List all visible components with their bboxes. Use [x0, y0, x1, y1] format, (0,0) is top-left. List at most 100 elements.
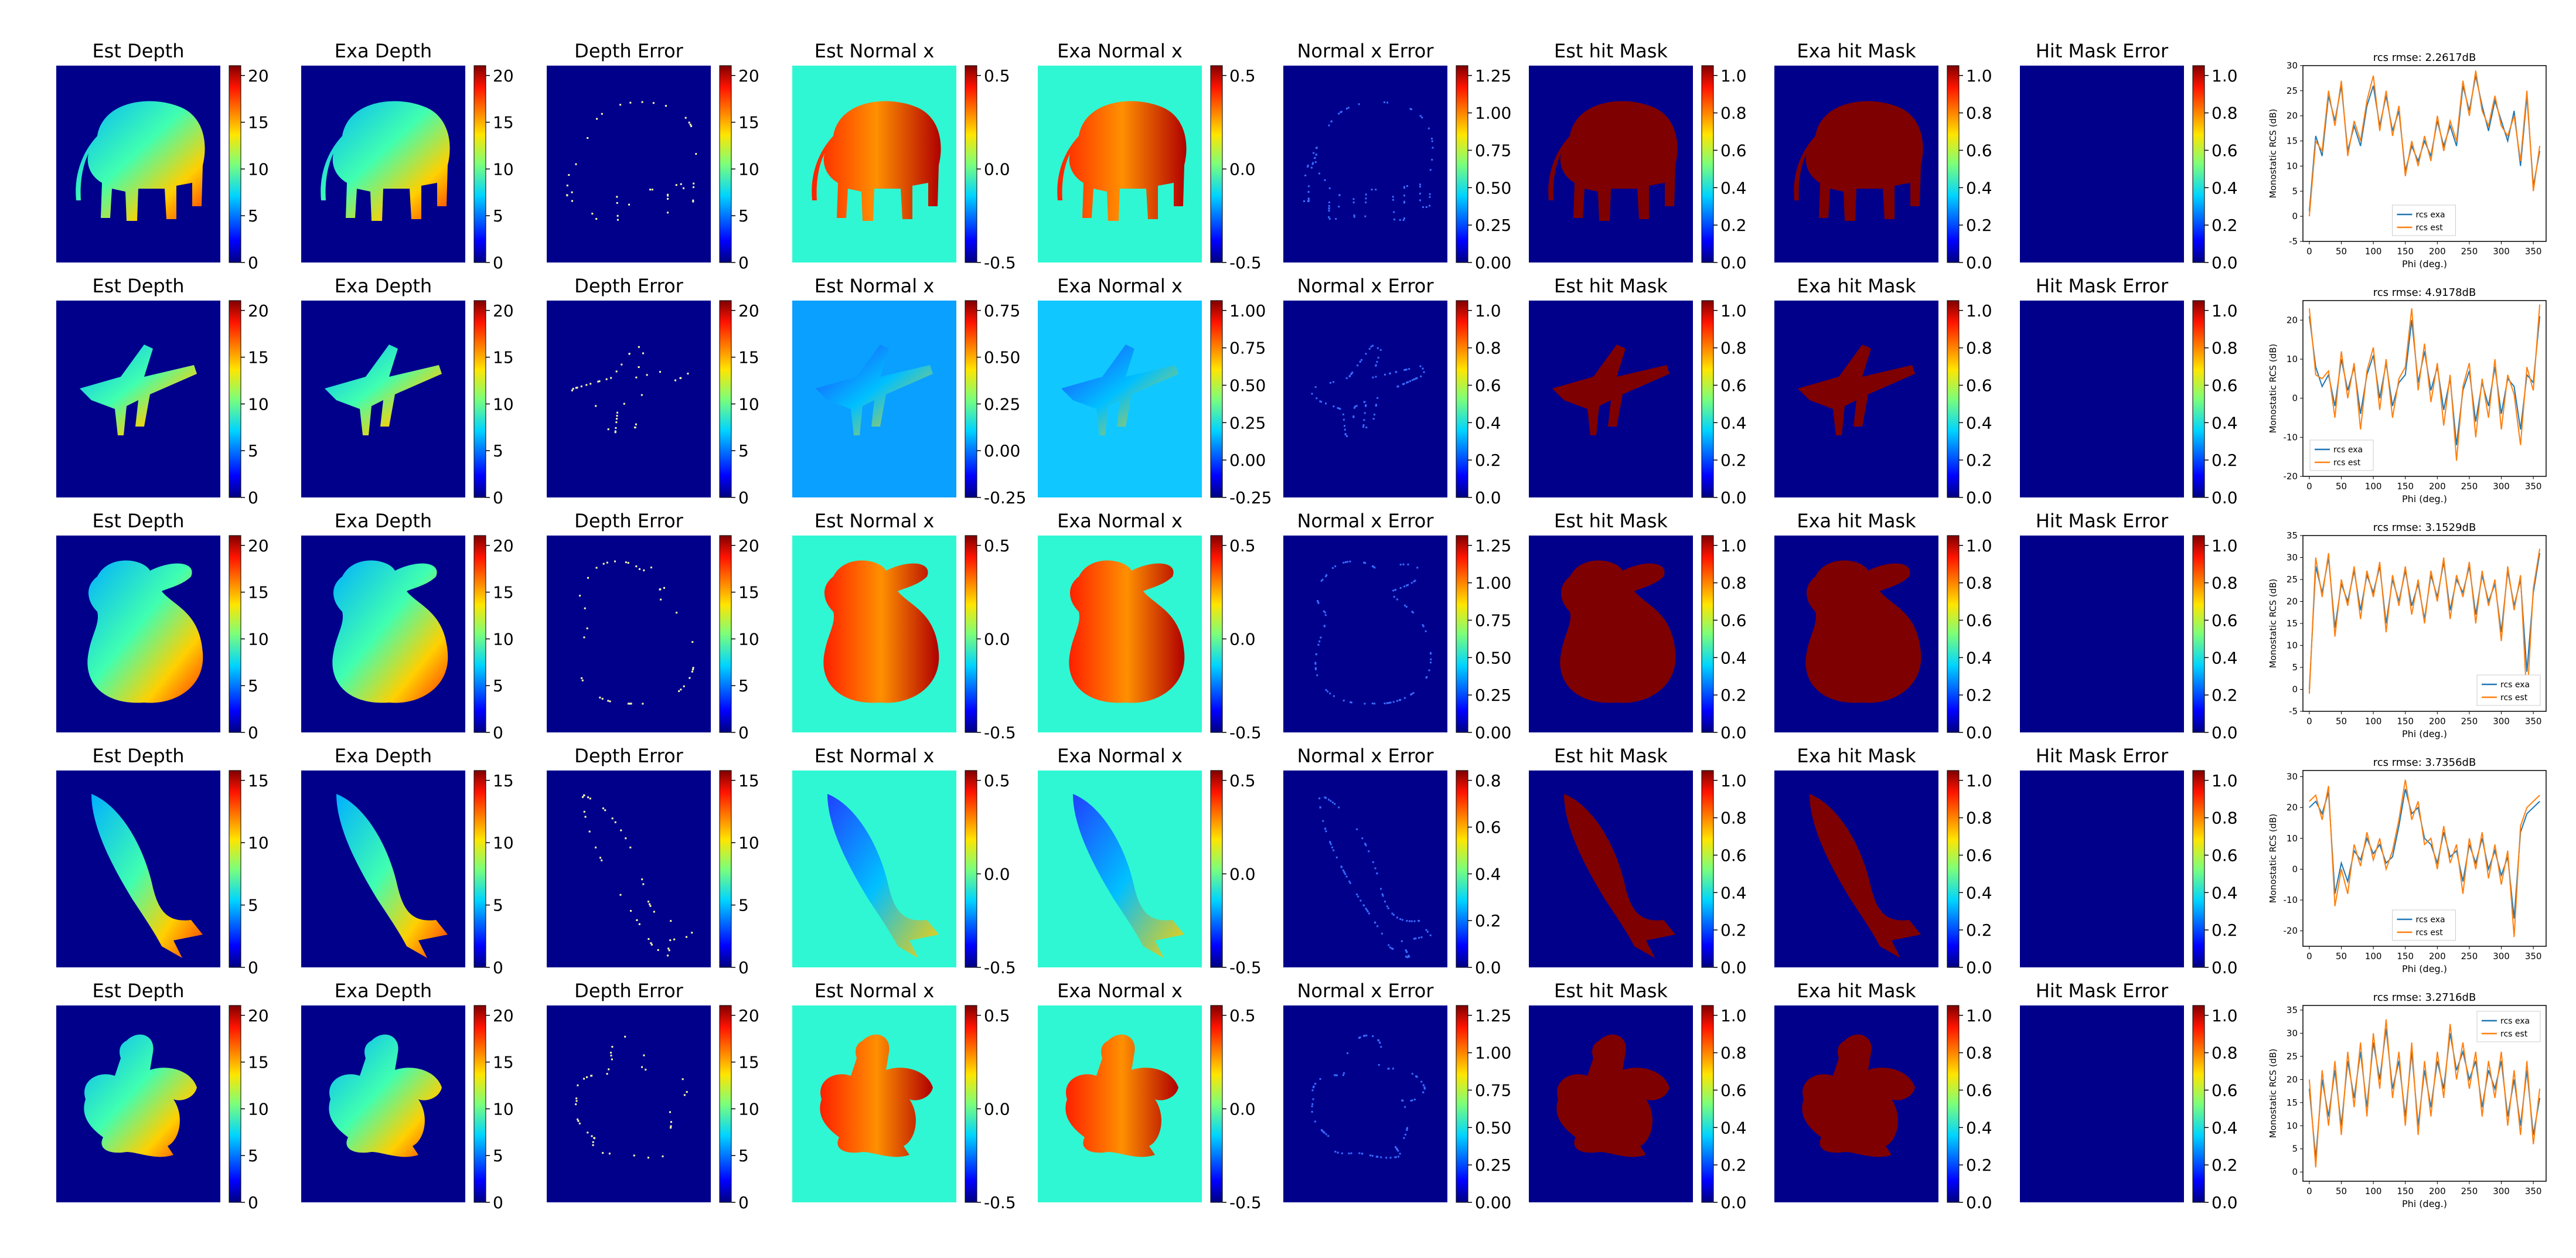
error-pixel — [1395, 1146, 1397, 1148]
error-pixel — [692, 667, 694, 669]
error-pixel — [1396, 598, 1398, 601]
colorbar-tick-label: 0.4 — [1720, 648, 1747, 667]
error-pixel — [635, 376, 638, 379]
y-tick-label: 0 — [2292, 864, 2298, 874]
colorbar — [719, 1005, 732, 1203]
error-pixel — [616, 415, 618, 417]
error-pixel — [1402, 563, 1405, 565]
error-pixel — [1375, 376, 1377, 378]
error-pixel — [1356, 828, 1358, 830]
error-pixel — [619, 104, 622, 106]
panel-0: Est Depth 0 5 10 15 20 — [56, 275, 269, 507]
colorbar-tick-label: 0.8 — [1720, 1044, 1747, 1063]
error-pixel — [585, 384, 588, 386]
y-tick-label: 20 — [2287, 1074, 2298, 1085]
y-tick-label: 10 — [2287, 1120, 2298, 1131]
error-pixel — [1365, 1034, 1368, 1037]
colorbar-tick-label: 1.0 — [1475, 301, 1501, 321]
error-pixel — [1370, 346, 1372, 348]
colorbar-tick-label: 0.75 — [1229, 339, 1266, 358]
error-pixel — [1307, 185, 1310, 187]
colorbar-tick-label: 0 — [493, 1193, 503, 1212]
error-pixel — [608, 1068, 610, 1071]
colorbar-tick-label: 5 — [738, 896, 749, 915]
error-pixel — [1413, 920, 1416, 922]
error-pixel — [1328, 218, 1331, 220]
panel-8: Hit Mask Error 0.0 0.2 0.4 0.6 0.8 1.0 — [2020, 980, 2238, 1212]
error-pixel — [608, 1153, 611, 1155]
error-pixel — [629, 846, 632, 848]
chart-title: rcs rmse: 3.7356dB — [2373, 756, 2476, 769]
object-silhouette — [76, 101, 205, 221]
error-pixel — [689, 124, 691, 126]
error-pixel — [1376, 361, 1378, 363]
error-pixel — [583, 636, 585, 639]
error-pixel — [1314, 161, 1317, 163]
panel-title: Hit Mask Error — [2036, 40, 2169, 62]
colorbar-tick-label: 0.2 — [1966, 686, 1992, 705]
error-pixel — [1342, 700, 1345, 702]
error-pixel — [1316, 146, 1318, 149]
colorbar-tick-label: 20 — [493, 1006, 514, 1025]
x-tick-label: 0 — [2306, 716, 2312, 727]
error-pixel — [1402, 219, 1405, 221]
panel-title: Exa Normal x — [1057, 510, 1183, 532]
colorbar-tick-label: 0.8 — [1475, 771, 1501, 790]
error-pixel — [1323, 1131, 1326, 1134]
error-pixel — [1399, 219, 1401, 221]
colorbar-tick-label: 0.0 — [1229, 159, 1256, 179]
error-pixel — [670, 920, 672, 922]
colorbar — [1701, 770, 1714, 968]
error-pixel — [1419, 199, 1421, 202]
panel-4: Exa Normal x -0.5 0.0 0.5 — [1038, 510, 1262, 742]
series-line-rcs-exa — [2309, 789, 2540, 919]
error-pixel — [1335, 1074, 1337, 1076]
error-pixel — [1389, 946, 1391, 949]
colorbar-tick-label: 0.4 — [1475, 413, 1501, 432]
error-pixel — [577, 1120, 580, 1122]
image-background — [1283, 1005, 1447, 1202]
error-pixel — [670, 1121, 672, 1123]
colorbar-tick-label: 1.0 — [1966, 536, 1992, 555]
error-pixel — [1372, 345, 1374, 347]
colorbar — [1456, 65, 1468, 263]
panel-title: Est Normal x — [815, 510, 935, 532]
error-pixel — [1431, 159, 1433, 161]
error-pixel — [1371, 703, 1374, 705]
error-pixel — [1422, 1084, 1425, 1086]
error-pixel — [1406, 920, 1408, 922]
error-pixel — [1318, 640, 1321, 643]
object-silhouette — [1564, 794, 1675, 958]
colorbar — [1456, 535, 1468, 733]
error-pixel — [1341, 866, 1343, 868]
error-pixel — [576, 386, 578, 388]
panel-title: Hit Mask Error — [2036, 510, 2169, 532]
series-line-rcs-est — [2308, 304, 2541, 461]
colorbar-tick-label: 10 — [738, 1099, 759, 1119]
error-pixel — [1325, 830, 1327, 833]
panel-6: Est hit Mask 0.0 0.2 0.4 0.6 0.8 1.0 — [1529, 40, 1747, 272]
error-pixel — [665, 105, 667, 107]
colorbar-tick-label: 0.8 — [1720, 104, 1747, 123]
error-pixel — [663, 587, 666, 589]
panel-2: Depth Error 0 5 10 15 20 — [547, 980, 759, 1212]
colorbar-tick-label: 0 — [493, 253, 503, 272]
colorbar-tick-label: 0.6 — [1475, 376, 1501, 395]
error-pixel — [687, 373, 689, 375]
error-pixel — [1359, 899, 1362, 902]
error-pixel — [614, 430, 616, 432]
panel-title: Est hit Mask — [1554, 275, 1668, 297]
error-pixel — [1331, 802, 1334, 804]
error-pixel — [1314, 386, 1317, 388]
colorbar-tick-label: 15 — [738, 771, 759, 790]
error-pixel — [587, 137, 589, 139]
error-pixel — [667, 197, 669, 200]
rcs-chart-2: rcs rmse: 3.1529dB Phi (deg.) Monostatic R… — [2268, 521, 2547, 739]
colorbar-tick-label: 0.2 — [1720, 216, 1747, 235]
x-tick-label: 0 — [2306, 1186, 2312, 1196]
error-pixel — [1388, 1068, 1390, 1070]
colorbar-tick-label: 0.6 — [1966, 376, 1992, 395]
